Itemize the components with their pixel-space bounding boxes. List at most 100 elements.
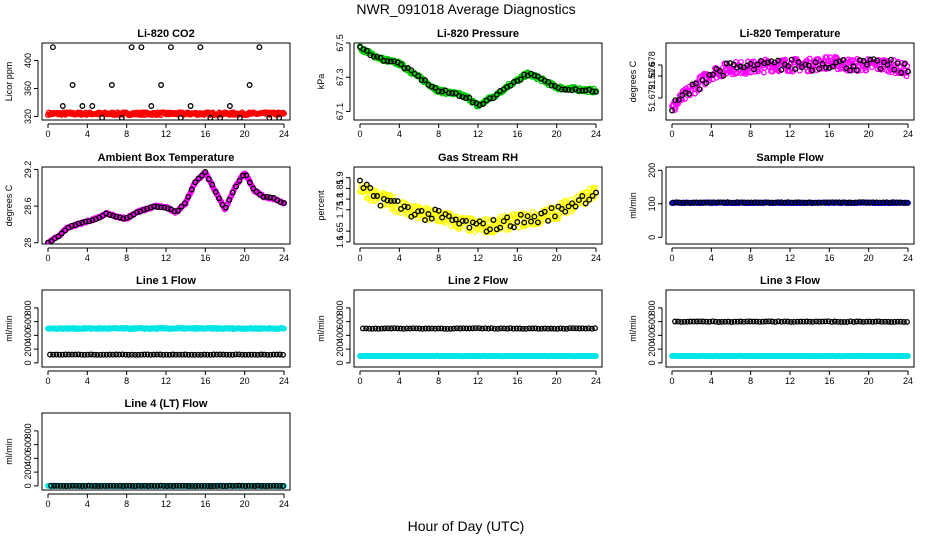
data-point (101, 482, 108, 489)
data-point (68, 222, 75, 229)
data-point (712, 318, 719, 325)
y-tick-label: 800 (335, 300, 345, 315)
panel-title: Ambient Box Temperature (98, 152, 235, 164)
series (45, 109, 287, 119)
data-point (428, 83, 435, 90)
data-point (545, 217, 552, 224)
data-point (118, 114, 125, 120)
data-point (904, 199, 910, 206)
data-point (189, 482, 196, 489)
data-point (737, 63, 744, 70)
data-point (516, 325, 523, 332)
data-point (838, 319, 845, 325)
data-point (151, 203, 157, 210)
data-point (483, 216, 490, 223)
data-point (116, 214, 123, 221)
data-point (860, 318, 867, 325)
x-tick-label: 12 (785, 129, 795, 139)
x-tick-label: 12 (161, 253, 171, 263)
data-point (444, 325, 451, 332)
data-point (380, 57, 387, 64)
data-point (260, 193, 267, 200)
data-point (593, 189, 599, 196)
data-point (177, 114, 184, 120)
data-point (397, 325, 404, 332)
data-point (167, 44, 174, 51)
data-point (460, 325, 467, 332)
x-tick-label: 4 (397, 253, 402, 263)
data-point (69, 82, 76, 88)
data-point (734, 199, 741, 206)
data-point (589, 192, 596, 199)
x-tick-label: 24 (591, 376, 601, 386)
x-tick-label: 12 (785, 376, 795, 386)
data-point (822, 64, 829, 71)
data-point (560, 325, 567, 332)
data-point (170, 483, 177, 489)
data-point (148, 482, 155, 489)
data-point (369, 325, 376, 332)
x-tick-label: 4 (709, 253, 714, 263)
data-point (741, 199, 748, 206)
data-point (135, 351, 142, 358)
data-point (435, 207, 442, 214)
data-point (49, 44, 56, 51)
data-point (554, 325, 561, 332)
series (669, 53, 911, 113)
data-point (182, 351, 189, 358)
data-point (517, 76, 524, 83)
data-point (158, 82, 165, 88)
data-point (803, 318, 810, 325)
data-point (439, 88, 446, 95)
x-tick-label: 12 (785, 253, 795, 263)
data-point (62, 227, 69, 234)
data-point (148, 103, 155, 109)
data-point (819, 60, 826, 67)
data-point (887, 199, 894, 206)
data-point (487, 226, 493, 233)
data-point (453, 213, 460, 220)
panel-title: Line 1 Flow (136, 275, 196, 287)
data-point (728, 319, 735, 325)
y-tick-label: 1.85 (335, 180, 345, 198)
data-point (545, 325, 551, 332)
data-point (792, 66, 799, 73)
data-point (378, 325, 385, 332)
y-tick-label: 67.1 (335, 103, 345, 121)
y-axis-label: ml/min (628, 315, 638, 342)
data-point (497, 325, 504, 332)
data-point (769, 318, 776, 325)
data-point (229, 189, 236, 196)
data-point (888, 319, 895, 325)
data-point (463, 95, 469, 102)
data-point (805, 199, 812, 206)
chart-panel: Line 4 (LT) Flow 0 4 8 12 16 20 24 0 200400600800… (4, 398, 291, 509)
data-point (582, 325, 589, 332)
data-point (552, 213, 558, 220)
x-tick-label: 8 (124, 499, 129, 509)
y-tick-label: 320 (23, 109, 33, 124)
data-point (144, 351, 151, 358)
x-tick-label: 8 (124, 129, 129, 139)
x-tick-label: 16 (824, 253, 834, 263)
data-point (697, 318, 703, 325)
data-points (45, 44, 287, 120)
panel-title: Sample Flow (756, 152, 824, 164)
data-point (747, 60, 754, 67)
data-point (79, 103, 86, 109)
data-point (95, 483, 101, 489)
data-point (815, 199, 822, 206)
x-tick-label: 4 (85, 376, 90, 386)
data-point (128, 351, 135, 358)
data-point (176, 482, 183, 489)
y-tick-label: 29.2 (23, 161, 33, 179)
data-point (401, 65, 408, 72)
data-point (385, 325, 391, 332)
x-tick-label: 20 (552, 129, 562, 139)
data-point (766, 318, 772, 325)
data-point (166, 351, 173, 358)
series (357, 352, 599, 360)
y-axis-label: ml/min (316, 315, 326, 342)
data-point (876, 199, 883, 206)
data-point (885, 318, 892, 325)
